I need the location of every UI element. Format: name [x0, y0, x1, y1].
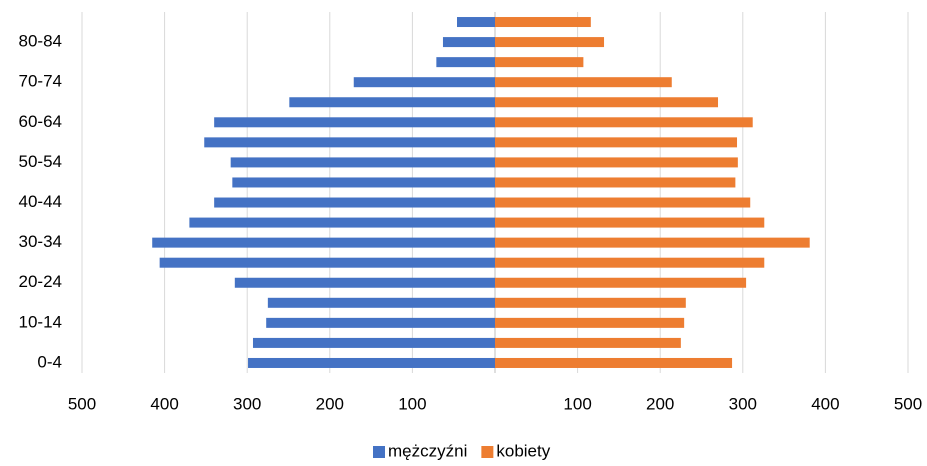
x-tick-label: 100 — [398, 394, 426, 413]
bar — [289, 97, 495, 108]
bar — [353, 77, 495, 88]
y-tick-label: 80-84 — [19, 32, 62, 51]
x-tick-label: 300 — [233, 394, 261, 413]
bar — [495, 177, 736, 188]
bar — [495, 77, 672, 88]
bar — [159, 257, 496, 268]
bar — [495, 357, 733, 368]
y-tick-label: 70-74 — [19, 72, 62, 91]
bar — [252, 337, 495, 348]
x-tick-label: 400 — [150, 394, 178, 413]
bar — [495, 297, 686, 308]
bar — [495, 137, 738, 148]
bar — [495, 97, 719, 108]
bar — [495, 277, 747, 288]
x-tick-label: 200 — [646, 394, 674, 413]
y-tick-label: 20-24 — [19, 272, 62, 291]
y-tick-label: 50-54 — [19, 152, 62, 171]
bar — [436, 57, 495, 68]
y-tick-label: 10-14 — [19, 312, 62, 331]
bar — [248, 357, 495, 368]
bar — [230, 157, 495, 168]
bar — [267, 297, 495, 308]
bar — [495, 197, 751, 208]
y-tick-label: 0-4 — [37, 352, 62, 371]
bar — [495, 37, 605, 48]
bar — [266, 317, 495, 328]
x-tick-label: 200 — [316, 394, 344, 413]
x-tick-label: 100 — [563, 394, 591, 413]
legend-swatch — [481, 446, 494, 458]
bar — [152, 237, 495, 248]
bar — [495, 217, 765, 228]
bar — [495, 317, 685, 328]
bar — [189, 217, 495, 228]
x-tick-label: 300 — [729, 394, 757, 413]
x-tick-label: 400 — [811, 394, 839, 413]
x-tick-label: 500 — [894, 394, 922, 413]
bar — [495, 57, 584, 68]
bar — [442, 37, 495, 48]
y-tick-label: 30-34 — [19, 232, 62, 251]
bar — [495, 337, 681, 348]
bar — [204, 137, 496, 148]
y-tick-label: 40-44 — [19, 192, 62, 211]
legend-swatch — [373, 446, 385, 458]
bar — [234, 277, 495, 288]
bar — [232, 177, 495, 188]
bar — [495, 157, 738, 168]
legend-label: kobiety — [496, 441, 550, 460]
bar — [495, 237, 810, 248]
bar — [214, 117, 495, 128]
bar — [495, 17, 591, 28]
y-tick-label: 60-64 — [19, 112, 62, 131]
legend-label: mężczyźni — [388, 441, 467, 460]
x-tick-label: 500 — [68, 394, 96, 413]
bar — [495, 117, 753, 128]
bar — [214, 197, 495, 208]
bar — [495, 257, 765, 268]
bar — [457, 17, 495, 28]
